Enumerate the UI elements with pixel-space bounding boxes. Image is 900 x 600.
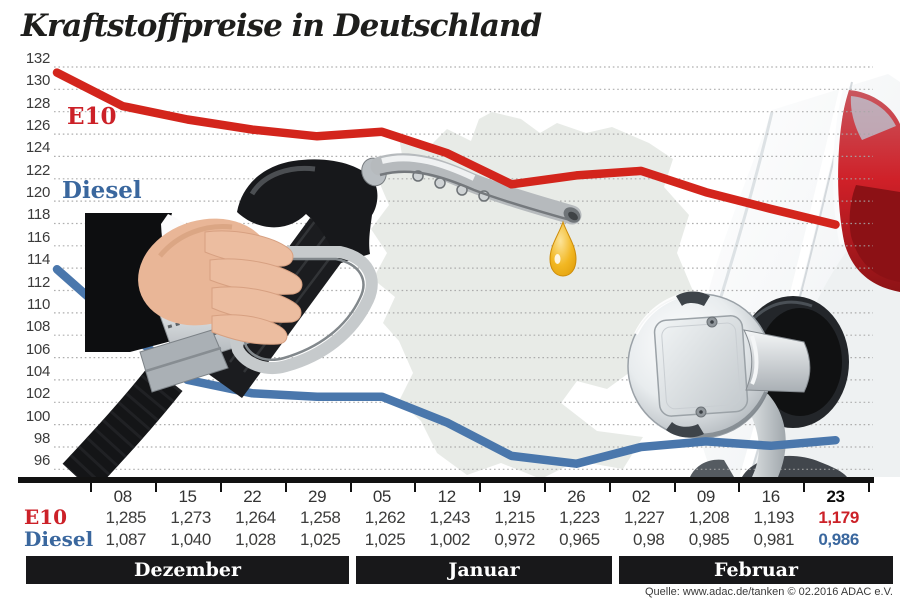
page-title: Kraftstoffpreise in Deutschland [21,8,542,44]
month-band-februar: Februar [619,556,893,584]
x-axis-date-label: 12 [437,487,457,506]
table-value-e10: 1,285 [105,508,147,527]
table-value-diesel: 0,98 [632,530,665,549]
x-axis-date-label: 22 [243,487,262,506]
x-axis-tick [543,483,546,492]
table-value-e10: 1,273 [170,508,211,527]
legend-label-e10: E10 [67,103,117,130]
table-value-diesel: 1,028 [235,530,276,549]
x-axis-tick [349,483,352,492]
table-value-e10: 1,262 [364,508,406,527]
y-axis-tick-label: 104 [25,362,50,380]
fuel-hose [62,364,183,478]
x-axis-date-label: 29 [308,487,327,506]
y-axis-tick-label: 118 [26,206,50,224]
germany-map-silhouette [371,112,693,478]
table-value-diesel: 0,972 [494,530,535,549]
source-note: Quelle: www.adac.de/tanken © 02.2016 ADA… [644,586,893,598]
y-axis-tick-label: 126 [25,117,50,135]
month-band-dezember: Dezember [26,556,349,584]
x-axis-date-label: 08 [113,487,133,506]
x-axis-tick [738,483,741,492]
y-axis-tick-label: 106 [25,340,50,358]
x-axis-date-label: 26 [567,487,586,506]
nozzle-nut [139,329,229,393]
legend-label-diesel: Diesel [62,177,142,204]
y-axis-tick-label: 132 [25,50,50,67]
nozzle-spout [370,153,582,225]
table-row-label-diesel: Diesel [24,527,94,551]
x-axis-tick [608,483,611,492]
y-axis-tick-label: 128 [25,94,50,112]
table-value-e10: 1,223 [559,508,600,527]
fuel-door-hinge [743,329,811,393]
table-value-diesel: 1,087 [105,530,147,549]
y-axis-tick-label: 116 [26,228,50,246]
y-axis-tick-label: 98 [33,429,50,447]
y-axis-tick-label: 96 [33,452,50,470]
y-axis-tick-label: 120 [25,184,50,202]
x-axis-tick [90,483,93,492]
table-value-e10: 1,258 [299,508,341,527]
x-axis-tick [219,483,222,492]
table-value-diesel: 0,965 [559,530,600,549]
hand-holding-fuel-nozzle [62,153,582,478]
x-axis-date-label: 02 [632,487,651,506]
y-axis-tick-label: 130 [25,72,50,90]
e10-price-line [52,68,840,229]
y-axis-tick-label: 122 [25,161,50,179]
table-value-e10: 1,243 [429,508,471,527]
x-axis-date-label: 16 [761,487,781,506]
x-axis-tick [284,483,287,492]
table-value-e10: 1,227 [623,508,665,527]
y-axis-tick-label: 114 [26,251,50,269]
table-row-label-e10: E10 [24,505,68,529]
table-value-e10: 1,193 [753,508,795,527]
x-axis-date-label: 23 [826,487,845,506]
x-axis-tick [673,483,676,492]
table-value-diesel: 0,981 [753,530,795,549]
x-axis-tick [803,483,806,492]
x-axis-tick [155,483,158,492]
table-value-diesel: 0,985 [688,530,730,549]
y-axis-tick-label: 102 [25,385,50,403]
table-value-diesel: 0,986 [818,530,859,549]
x-axis-date-label: 15 [178,487,197,506]
table-value-diesel: 1,025 [364,530,406,549]
y-axis-tick-label: 108 [25,318,50,336]
y-axis-tick-label: 100 [25,407,50,425]
x-axis-tick [867,483,870,492]
table-value-diesel: 1,040 [170,530,211,549]
nozzle-cowl [237,159,378,264]
x-axis-date-label: 09 [696,487,716,506]
spout-bumps [412,170,490,202]
x-axis-date-label: 05 [372,487,392,506]
table-value-e10: 1,208 [688,508,730,527]
x-axis-tick [414,483,417,492]
x-axis-date-label: 19 [502,487,521,506]
month-band-januar: Januar [356,556,612,584]
fingers [204,230,303,345]
y-axis-tick-label: 110 [26,295,50,313]
y-axis-tick-label: 124 [25,139,50,157]
fuel-filler-door [627,291,849,477]
x-axis-tick [479,483,482,492]
table-value-diesel: 1,002 [429,530,471,549]
table-value-e10: 1,179 [818,508,859,527]
y-axis-tick-label: 112 [26,273,50,291]
table-value-e10: 1,264 [235,508,276,527]
x-axis-line [18,477,874,483]
table-value-diesel: 1,025 [299,530,341,549]
table-value-e10: 1,215 [494,508,535,527]
